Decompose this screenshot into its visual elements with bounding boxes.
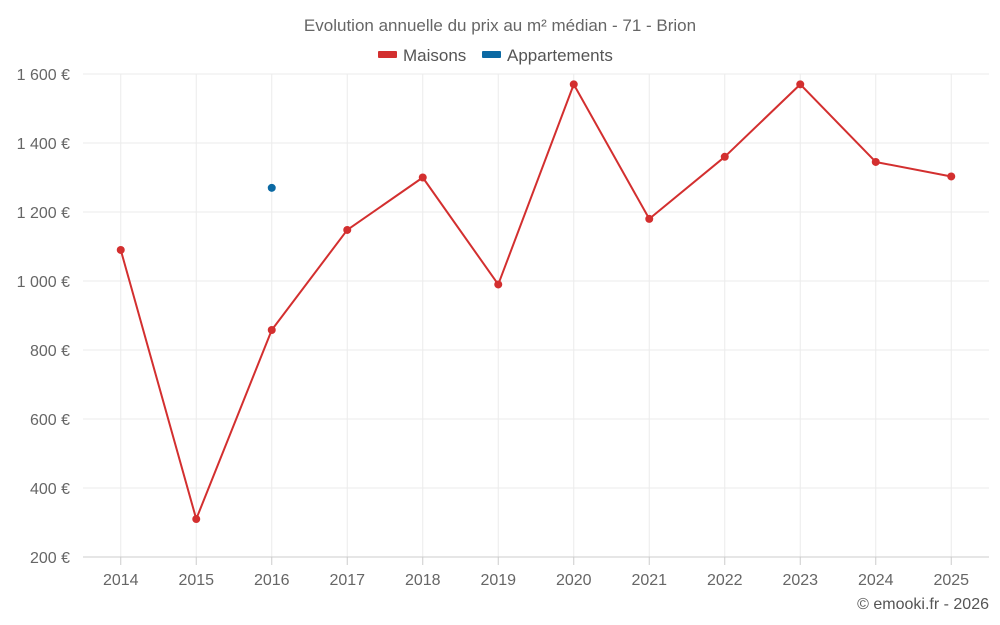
x-tick-label: 2016 xyxy=(254,572,290,589)
legend-item-maisons[interactable]: Maisons xyxy=(378,46,466,65)
x-tick-label: 2017 xyxy=(329,572,365,589)
legend-label-appartements: Appartements xyxy=(507,46,613,65)
legend-swatch-maisons xyxy=(378,51,397,58)
x-tick-label: 2025 xyxy=(933,572,969,589)
x-tick-label: 2020 xyxy=(556,572,592,589)
data-point-maisons[interactable] xyxy=(267,325,276,334)
data-point-maisons[interactable] xyxy=(343,225,352,234)
data-point-maisons[interactable] xyxy=(192,515,201,524)
y-tick-label: 400 € xyxy=(30,481,70,498)
legend: Maisons Appartements xyxy=(378,46,613,65)
series-layer xyxy=(116,80,956,524)
data-point-maisons[interactable] xyxy=(720,152,729,161)
x-tick-label: 2022 xyxy=(707,572,743,589)
y-tick-label: 200 € xyxy=(30,550,70,567)
y-tick-label: 600 € xyxy=(30,412,70,429)
data-point-maisons[interactable] xyxy=(645,214,654,223)
y-axis: 200 € 400 € 600 € 800 € 1 000 € 1 200 € 1 400 … xyxy=(17,67,70,567)
data-point-maisons[interactable] xyxy=(569,80,578,89)
chart-title: Evolution annuelle du prix au m² médian … xyxy=(304,16,696,35)
legend-swatch-appartements xyxy=(482,51,501,58)
credit: © emooki.fr - 2026 xyxy=(857,596,989,613)
y-tick-label: 800 € xyxy=(30,343,70,360)
y-tick-label: 1 400 € xyxy=(17,136,70,153)
data-point-maisons[interactable] xyxy=(796,80,805,89)
grid xyxy=(83,73,989,557)
x-tick-label: 2021 xyxy=(631,572,667,589)
x-tick-label: 2014 xyxy=(103,572,139,589)
data-point-maisons[interactable] xyxy=(871,157,880,166)
y-tick-label: 1 000 € xyxy=(17,274,70,291)
x-axis: 2014 2015 2016 2017 2018 2019 2020 2021 2022 2023… xyxy=(83,556,989,589)
x-tick-label: 2024 xyxy=(858,572,894,589)
x-tick-label: 2018 xyxy=(405,572,441,589)
y-tick-label: 1 600 € xyxy=(17,67,70,84)
data-point-maisons[interactable] xyxy=(947,172,956,181)
x-tick-label: 2023 xyxy=(782,572,818,589)
data-point-appartements[interactable] xyxy=(267,183,276,192)
y-tick-label: 1 200 € xyxy=(17,205,70,222)
data-point-maisons[interactable] xyxy=(494,280,503,289)
data-point-maisons[interactable] xyxy=(418,173,427,182)
x-tick-label: 2019 xyxy=(480,572,516,589)
x-tick-label: 2015 xyxy=(178,572,214,589)
legend-label-maisons: Maisons xyxy=(403,46,466,65)
series-line-maisons xyxy=(119,83,952,521)
legend-item-appartements[interactable]: Appartements xyxy=(482,46,613,65)
data-point-maisons[interactable] xyxy=(116,245,125,254)
